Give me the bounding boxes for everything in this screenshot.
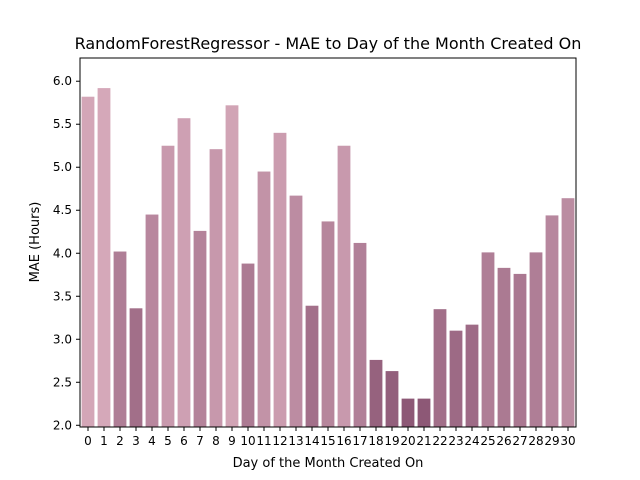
bar-12: [273, 132, 287, 427]
bar-5: [161, 145, 175, 428]
x-tick-label: 29: [544, 434, 559, 448]
x-tick-label: 17: [352, 434, 367, 448]
x-tick-label: 1: [100, 434, 108, 448]
x-tick-label: 24: [464, 434, 479, 448]
x-tick-label: 16: [336, 434, 351, 448]
y-tick-label: 3.0: [53, 332, 72, 346]
bar-6: [177, 118, 191, 428]
y-tick-label: 5.5: [53, 117, 72, 131]
bar-28: [529, 252, 543, 427]
x-tick-label: 28: [528, 434, 543, 448]
x-axis-label: Day of the Month Created On: [233, 456, 424, 471]
x-tick-label: 19: [384, 434, 399, 448]
bars-layer: [81, 88, 575, 428]
x-tick-label: 20: [400, 434, 415, 448]
bar-15: [321, 221, 335, 427]
y-axis: 2.0 2.5 3.0 3.5 4.0 4.5 5.0 5.5 6.0: [53, 74, 80, 432]
x-tick-label: 13: [288, 434, 303, 448]
bar-13: [289, 195, 303, 427]
x-tick-label: 14: [304, 434, 319, 448]
y-tick-label: 5.0: [53, 160, 72, 174]
x-tick-label: 23: [448, 434, 463, 448]
y-tick-label: 6.0: [53, 74, 72, 88]
bar-10: [241, 263, 255, 427]
x-tick-label: 11: [256, 434, 271, 448]
bar-20: [401, 398, 415, 427]
y-tick-label: 4.5: [53, 203, 72, 217]
bar-24: [465, 324, 479, 427]
bar-19: [385, 371, 399, 427]
bar-3: [129, 308, 143, 427]
bar-8: [209, 149, 223, 428]
chart-title: RandomForestRegressor - MAE to Day of th…: [75, 34, 582, 53]
bar-30: [561, 198, 575, 427]
x-tick-label: 26: [496, 434, 511, 448]
bar-14: [305, 305, 319, 427]
bar-16: [337, 145, 351, 428]
x-axis: 0 1 2 3 4 5 6 7 8 9 10 11 12 13 14 15 16 17 18 19 20 21 22 23 24…: [84, 427, 576, 448]
bar-21: [417, 398, 431, 427]
x-tick-label: 0: [84, 434, 92, 448]
x-tick-label: 18: [368, 434, 383, 448]
x-tick-label: 2: [116, 434, 124, 448]
bar-7: [193, 230, 207, 427]
bar-25: [481, 252, 495, 427]
x-tick-label: 9: [228, 434, 236, 448]
bar-27: [513, 273, 527, 427]
bar-1: [97, 88, 111, 427]
bar-29: [545, 215, 559, 427]
bar-9: [225, 105, 239, 427]
x-tick-label: 15: [320, 434, 335, 448]
y-axis-label: MAE (Hours): [28, 202, 43, 283]
x-tick-label: 25: [480, 434, 495, 448]
bar-11: [257, 171, 271, 427]
x-tick-label: 10: [240, 434, 255, 448]
bar-18: [369, 359, 383, 427]
y-tick-label: 3.5: [53, 289, 72, 303]
x-tick-label: 21: [416, 434, 431, 448]
bar-26: [497, 267, 511, 427]
x-tick-label: 7: [196, 434, 204, 448]
bar-17: [353, 242, 367, 427]
x-tick-label: 30: [560, 434, 575, 448]
y-tick-label: 2.0: [53, 418, 72, 432]
x-tick-label: 5: [164, 434, 172, 448]
x-tick-label: 6: [180, 434, 188, 448]
y-tick-label: 2.5: [53, 375, 72, 389]
x-tick-label: 22: [432, 434, 447, 448]
bar-4: [145, 214, 159, 427]
x-tick-label: 27: [512, 434, 527, 448]
bar-2: [113, 251, 127, 427]
x-tick-label: 4: [148, 434, 156, 448]
x-tick-label: 3: [132, 434, 140, 448]
bar-0: [81, 96, 95, 428]
bar-23: [449, 330, 463, 427]
x-tick-label: 12: [272, 434, 287, 448]
x-tick-label: 8: [212, 434, 220, 448]
bar-22: [433, 309, 447, 427]
y-tick-label: 4.0: [53, 246, 72, 260]
